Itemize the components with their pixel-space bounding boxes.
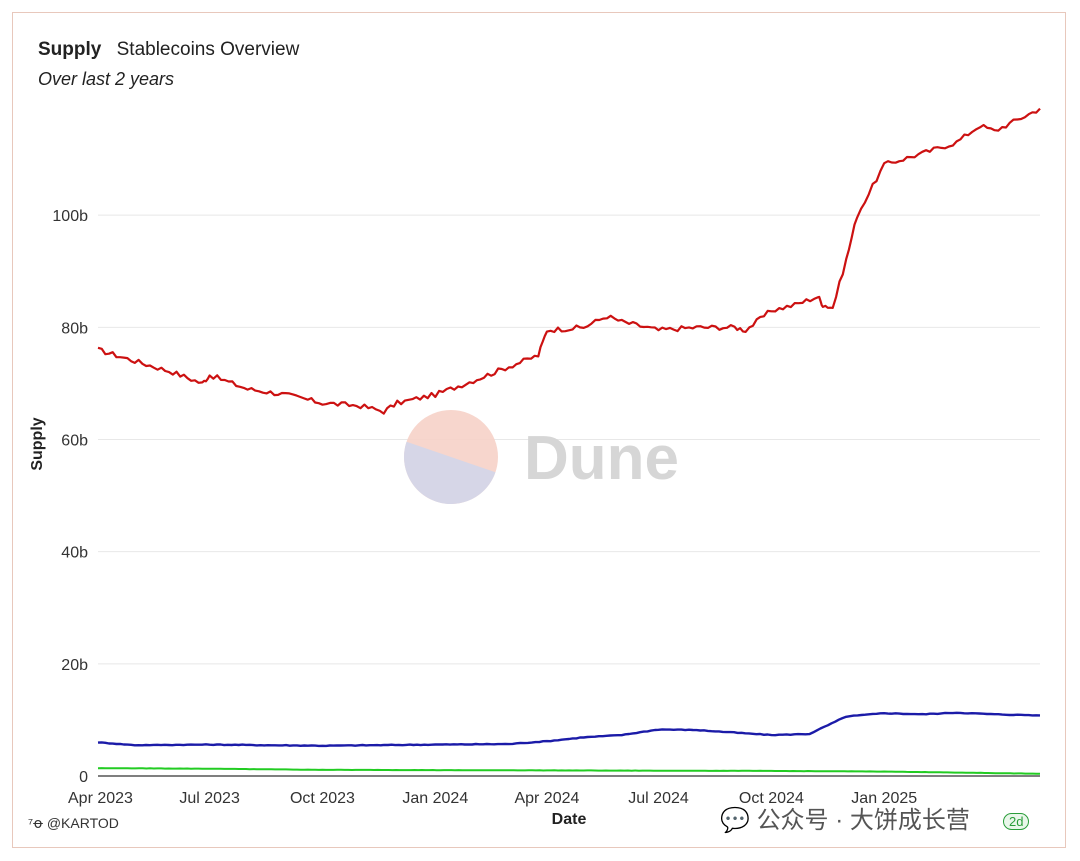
refresh-badge[interactable]: 2d [1003,813,1030,830]
x-tick-label: Jul 2023 [179,790,240,807]
x-tick-label: Jan 2025 [851,790,917,807]
series-line-green [97,767,1041,775]
wechat-watermark: 💬 公众号 · 大饼成长营 [720,800,970,835]
x-tick-label: Apr 2023 [68,790,133,807]
author-credit[interactable]: ⁷ꝋ @KARTOD [28,815,119,832]
dune-logo-icon: ⁷ꝋ [28,815,43,831]
y-tick-label: 80b [61,320,88,337]
y-tick-label: 0 [79,769,88,786]
chart-title: Supply [38,39,102,60]
x-tick-label: Jul 2024 [628,790,689,807]
y-axis-label: Supply [29,417,46,470]
x-tick-label: Oct 2024 [739,790,804,807]
dune-logo-bottom [404,441,496,504]
x-tick-label: Apr 2024 [514,790,579,807]
y-tick-label: 40b [61,545,88,562]
wechat-watermark-text: 公众号 · 大饼成长营 [756,807,970,834]
chart-title-row: Supply Stablecoins Overview [38,39,299,61]
x-tick-label: Jan 2024 [402,790,468,807]
chart-period: Over last 2 years [38,69,175,89]
author-handle: @KARTOD [46,815,119,831]
x-axis-label: Date [552,811,587,828]
series-line-blue [97,711,1041,748]
y-tick-label: 60b [61,433,88,450]
series-line-red [97,107,1041,415]
wechat-icon: 💬 [720,807,750,834]
dune-watermark-text: Dune [524,424,679,493]
chart-card: Supply Stablecoins Overview Over last 2 … [12,12,1066,848]
y-tick-label: 100b [52,208,88,225]
x-tick-label: Oct 2023 [290,790,355,807]
y-tick-label: 20b [61,657,88,674]
chart-subtitle: Stablecoins Overview [116,39,300,60]
